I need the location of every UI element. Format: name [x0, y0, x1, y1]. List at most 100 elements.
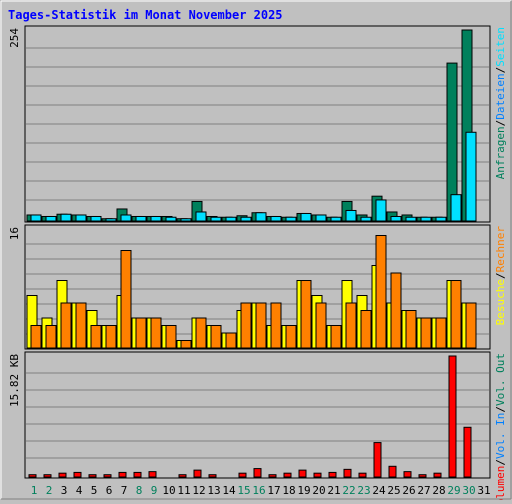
legend-separator: /	[494, 406, 507, 413]
day-label-18: 18	[282, 484, 295, 497]
day-label-9: 9	[151, 484, 158, 497]
legend-separator: /	[494, 459, 507, 466]
day-label-5: 5	[91, 484, 98, 497]
y-max-label: 254	[8, 28, 21, 48]
bar-volumen-day-5	[88, 474, 97, 478]
legend-separator: /	[494, 67, 507, 74]
bar-rechner-day-7	[120, 250, 132, 349]
chart-title: Tages-Statistik im Monat November 2025	[8, 8, 283, 22]
bar-volumen-day-22	[343, 468, 352, 478]
bar-seiten-day-17	[270, 215, 282, 222]
day-label-22: 22	[342, 484, 355, 497]
bar-volumen-day-18	[283, 472, 292, 478]
day-label-20: 20	[312, 484, 325, 497]
bar-rechner-day-28	[435, 317, 447, 349]
bar-volumen-day-16	[253, 468, 262, 478]
day-label-27: 27	[417, 484, 430, 497]
bar-seiten-day-24	[375, 199, 387, 222]
bar-volumen-day-26	[403, 471, 412, 478]
bar-seiten-day-14	[225, 216, 237, 222]
bar-rechner-day-4	[75, 302, 87, 349]
chart-legends: Anfragen/Dateien/SeitenBesuche/RechnerVo…	[494, 27, 507, 504]
day-label-11: 11	[177, 484, 190, 497]
chart-panels: 254 16 15.82 KB	[8, 25, 491, 479]
day-label-26: 26	[402, 484, 415, 497]
panel-visits-sites: 16	[8, 224, 491, 350]
bar-rechner-day-18	[285, 325, 297, 349]
bar-rechner-day-6	[105, 325, 117, 349]
bar-volumen-day-7	[118, 471, 127, 478]
day-label-6: 6	[106, 484, 113, 497]
day-label-15: 15	[237, 484, 250, 497]
bar-volumen-day-25	[388, 465, 397, 478]
bar-rechner-day-17	[270, 302, 282, 349]
bar-seiten-day-16	[255, 212, 267, 222]
bar-rechner-day-25	[390, 272, 402, 349]
bar-seiten-day-18	[285, 216, 297, 222]
bar-seiten-day-3	[60, 213, 72, 222]
panel-frame	[24, 224, 491, 350]
bar-seiten-day-6	[105, 218, 117, 222]
bar-seiten-day-1	[30, 214, 42, 222]
bar-volumen-day-13	[208, 474, 217, 478]
bar-seiten-day-20	[315, 214, 327, 222]
bar-rechner-day-24	[375, 235, 387, 349]
day-label-3: 3	[61, 484, 68, 497]
bar-seiten-day-12	[195, 211, 207, 222]
legend-entry-vol-in: Vol. In	[494, 413, 507, 459]
bar-seiten-day-9	[150, 215, 162, 222]
day-label-24: 24	[372, 484, 386, 497]
bar-seiten-day-7	[120, 214, 132, 222]
bar-volumen-day-9	[148, 471, 157, 478]
bar-volumen-day-29	[448, 355, 457, 478]
bar-rechner-day-21	[330, 325, 342, 349]
legend-top: Anfragen/Dateien/Seiten	[494, 27, 507, 179]
bar-volumen-day-1	[28, 474, 37, 478]
panel-kbytes: 15.82 KB	[8, 351, 491, 479]
bar-volumen-day-27	[418, 474, 427, 478]
bar-volumen-day-19	[298, 469, 307, 478]
legend-entry-anfragen: Anfragen	[494, 126, 507, 179]
day-label-7: 7	[121, 484, 128, 497]
panel-hits-files-pages: 254	[8, 25, 491, 223]
legend-entry-rechner: Rechner	[494, 226, 507, 273]
legend-bottom: Volumen/Vol. In/Vol. Out	[494, 353, 507, 500]
bar-rechner-day-20	[315, 302, 327, 349]
bar-rechner-day-9	[150, 317, 162, 349]
bar-rechner-day-3	[60, 302, 72, 349]
day-label-12: 12	[192, 484, 205, 497]
day-label-2: 2	[46, 484, 53, 497]
day-label-29: 29	[447, 484, 460, 497]
panel-frame	[24, 25, 491, 223]
bar-seiten-day-21	[330, 216, 342, 222]
bar-volumen-day-21	[328, 471, 337, 478]
bar-seiten-day-5	[90, 215, 102, 222]
bar-rechner-day-1	[30, 325, 42, 349]
bar-rechner-day-10	[165, 325, 177, 349]
bar-seiten-day-25	[390, 215, 402, 222]
bar-rechner-day-13	[210, 325, 222, 349]
bar-volumen-day-15	[238, 472, 247, 478]
bar-rechner-day-15	[240, 302, 252, 349]
bar-seiten-day-2	[45, 215, 57, 222]
day-label-17: 17	[267, 484, 280, 497]
bar-rechner-day-22	[345, 302, 357, 349]
y-max-label: 15.82 KB	[8, 354, 21, 407]
bar-rechner-day-14	[225, 332, 237, 349]
bar-seiten-day-22	[345, 209, 357, 222]
bar-rechner-day-8	[135, 317, 147, 349]
day-label-28: 28	[432, 484, 445, 497]
bar-volumen-day-6	[103, 474, 112, 478]
bar-seiten-day-29	[450, 194, 462, 222]
bar-rechner-day-11	[180, 340, 192, 349]
legend-mid: Besuche/Rechner	[494, 226, 507, 326]
panel-frame	[24, 351, 491, 479]
bar-rechner-day-16	[255, 302, 267, 349]
day-label-30: 30	[462, 484, 475, 497]
bar-volumen-day-17	[268, 474, 277, 478]
legend-entry-vol-out: Vol. Out	[494, 353, 507, 406]
day-axis-labels: 1 2 3 4 5 6 7 8 9 10 11 12 13 14 15 16 17 18 19 20 21 22 23 24 2…	[31, 484, 491, 497]
bar-volumen-day-23	[358, 472, 367, 478]
